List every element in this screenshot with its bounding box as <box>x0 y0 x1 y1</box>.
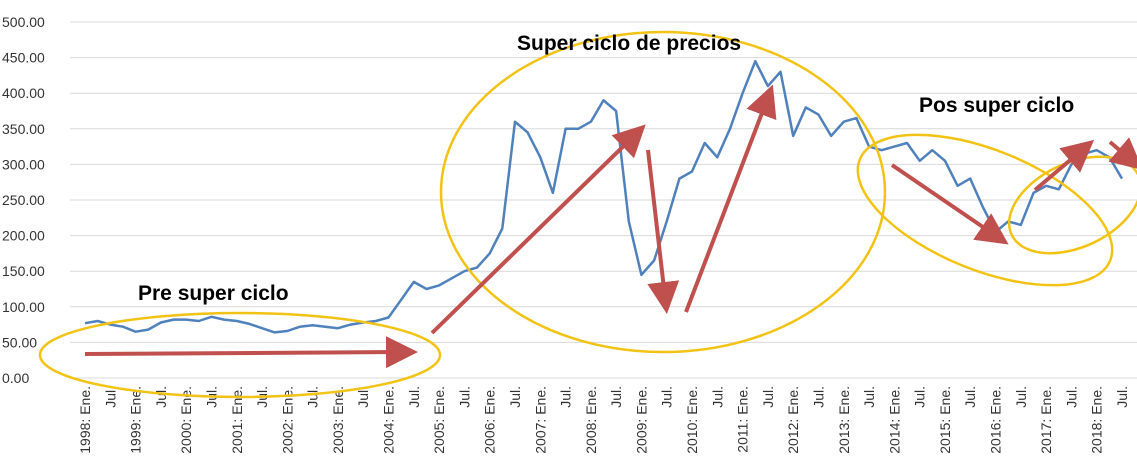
x-tick-label: Jul. <box>507 386 523 408</box>
x-tick-label: 2012: Ene. <box>785 386 801 454</box>
y-tick-label: 250.00 <box>2 192 45 208</box>
line <box>84 59 1124 334</box>
x-tick-label: Jul. <box>861 386 877 408</box>
arrows <box>84 84 1137 369</box>
annotation: Super ciclo de precios <box>517 32 741 55</box>
y-tick-label: 200.00 <box>2 228 45 244</box>
x-tick-label: 2013: Ene. <box>836 386 852 454</box>
x-tick-label: 2009: Ene. <box>633 386 649 454</box>
x-tick-label: 2018: Ene. <box>1089 386 1105 454</box>
x-tick-label: Jul. <box>709 386 725 408</box>
y-tick-label: 500.00 <box>2 14 45 30</box>
x-tick-label: 2000: Ene. <box>178 386 194 454</box>
x-tick-label: 2010: Ene. <box>684 386 700 454</box>
x-tick-label: Jul. <box>912 386 928 408</box>
x-tick-label: Jul. <box>102 386 118 408</box>
x-tick-label: 2011: Ene. <box>735 386 751 453</box>
x-tick-label: Jul. <box>456 386 472 408</box>
y-tick-label: 400.00 <box>2 85 45 101</box>
x-tick-label: 2014: Ene. <box>886 386 902 454</box>
x-tick-label: Jul. <box>659 386 675 408</box>
x-tick-label: Jul. <box>305 386 321 408</box>
x-tick-label: 2002: Ene. <box>279 386 295 454</box>
ellipse <box>1007 155 1137 255</box>
annotation: Pos super ciclo <box>919 94 1074 117</box>
y-tick-label: 0.00 <box>2 370 29 386</box>
x-tick-label: Jul. <box>962 386 978 408</box>
x-tick-label: 2004: Ene. <box>381 386 397 454</box>
x-tick-label: 2001: Ene. <box>229 386 245 454</box>
x-tick-label: Jul. <box>1013 386 1029 408</box>
y-tick-label: 150.00 <box>2 263 45 279</box>
arrow <box>1033 139 1095 192</box>
y-tick-label: 50.00 <box>2 334 37 350</box>
x-tick-label: Jul. <box>608 386 624 408</box>
ellipse <box>856 133 1114 287</box>
x-tick-label: Jul. <box>153 386 169 408</box>
x-tick-label: 2015: Ene. <box>937 386 953 454</box>
x-tick-label: Jul. <box>355 386 371 408</box>
arrow <box>890 163 1009 245</box>
highlights <box>38 30 1137 399</box>
x-tick-label: Jul. <box>1114 386 1130 408</box>
x-tick-label: 1998: Ene. <box>77 386 93 454</box>
arrow <box>1108 137 1137 171</box>
y-tick-label: 100.00 <box>2 299 45 315</box>
arrow <box>430 124 646 335</box>
x-tick-label: Jul. <box>810 386 826 408</box>
ellipse <box>439 30 887 354</box>
annotation: Pre super ciclo <box>138 282 289 305</box>
arrow <box>646 149 680 314</box>
x-tick-label: 2017: Ene. <box>1038 386 1054 454</box>
arrow <box>684 84 777 313</box>
arrow <box>84 336 418 369</box>
x-tick-label: Jul. <box>558 386 574 408</box>
x-tick-label: Jul. <box>406 386 422 408</box>
x-tick-label: 2016: Ene. <box>988 386 1004 454</box>
x-tick-label: Jul. <box>760 386 776 408</box>
y-tick-label: 300.00 <box>2 156 45 172</box>
x-tick-label: Jul. <box>1063 386 1079 408</box>
x-tick-label: 1999: Ene. <box>128 386 144 454</box>
x-tick-label: 2005: Ene. <box>431 386 447 454</box>
x-tick-label: 2007: Ene. <box>532 386 548 454</box>
y-tick-label: 450.00 <box>2 50 45 66</box>
y-tick-label: 350.00 <box>2 121 45 137</box>
x-tick-label: 2006: Ene. <box>482 386 498 454</box>
x-tick-label: 2008: Ene. <box>583 386 599 454</box>
ellipse <box>38 311 442 399</box>
x-tick-label: 2003: Ene. <box>330 386 346 454</box>
